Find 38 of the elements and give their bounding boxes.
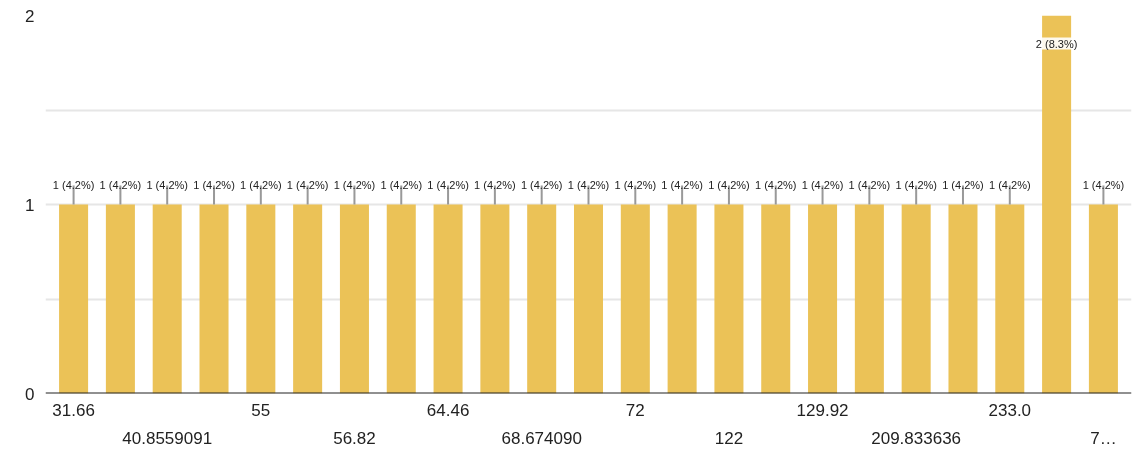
x-tick-label: 31.66	[52, 400, 95, 420]
data-label: 1 (4.2%)	[193, 178, 235, 191]
data-label: 1 (4.2%)	[1082, 178, 1125, 191]
data-label: 1 (4.2%)	[895, 178, 937, 191]
data-label: 1 (4.2%)	[474, 178, 516, 191]
data-label: 1 (4.2%)	[52, 178, 95, 191]
data-label: 1 (4.2%)	[661, 178, 703, 191]
y-tick-label: 2	[25, 6, 35, 26]
data-label: 1 (4.2%)	[848, 178, 891, 191]
x-tick-label: 7…	[1090, 428, 1117, 448]
data-label: 1 (4.2%)	[520, 178, 563, 191]
data-label: 1 (4.2%)	[333, 178, 376, 191]
data-label: 1 (4.2%)	[380, 178, 423, 191]
data-label: 2 (8.3%)	[1035, 37, 1078, 50]
data-label: 1 (4.2%)	[146, 178, 188, 191]
data-label: 1 (4.2%)	[754, 178, 797, 191]
data-label: 1 (4.2%)	[989, 178, 1031, 191]
x-tick-label: 55	[251, 400, 271, 420]
x-tick-label: 64.46	[426, 400, 470, 420]
x-tick-label: 122	[714, 428, 744, 448]
data-label: 1 (4.2%)	[240, 178, 282, 191]
x-tick-label: 40.8559091	[122, 428, 213, 448]
data-label: 1 (4.2%)	[942, 178, 984, 191]
data-label: 1 (4.2%)	[614, 178, 657, 191]
data-label: 1 (4.2%)	[708, 178, 750, 191]
data-label: 1 (4.2%)	[567, 178, 610, 191]
y-tick-label: 1	[25, 195, 35, 215]
x-tick-label: 68.674090	[501, 428, 582, 448]
y-tick-label: 0	[25, 384, 35, 404]
x-tick-label: 209.833636	[871, 428, 962, 448]
data-label: 1 (4.2%)	[801, 178, 844, 191]
x-tick-label: 56.82	[333, 428, 376, 448]
x-tick-label: 72	[625, 400, 645, 420]
data-label: 1 (4.2%)	[99, 178, 142, 191]
x-tick-label: 233.0	[988, 400, 1032, 420]
data-label: 1 (4.2%)	[427, 178, 469, 191]
x-tick-label: 129.92	[796, 400, 849, 420]
data-label: 1 (4.2%)	[286, 178, 329, 191]
